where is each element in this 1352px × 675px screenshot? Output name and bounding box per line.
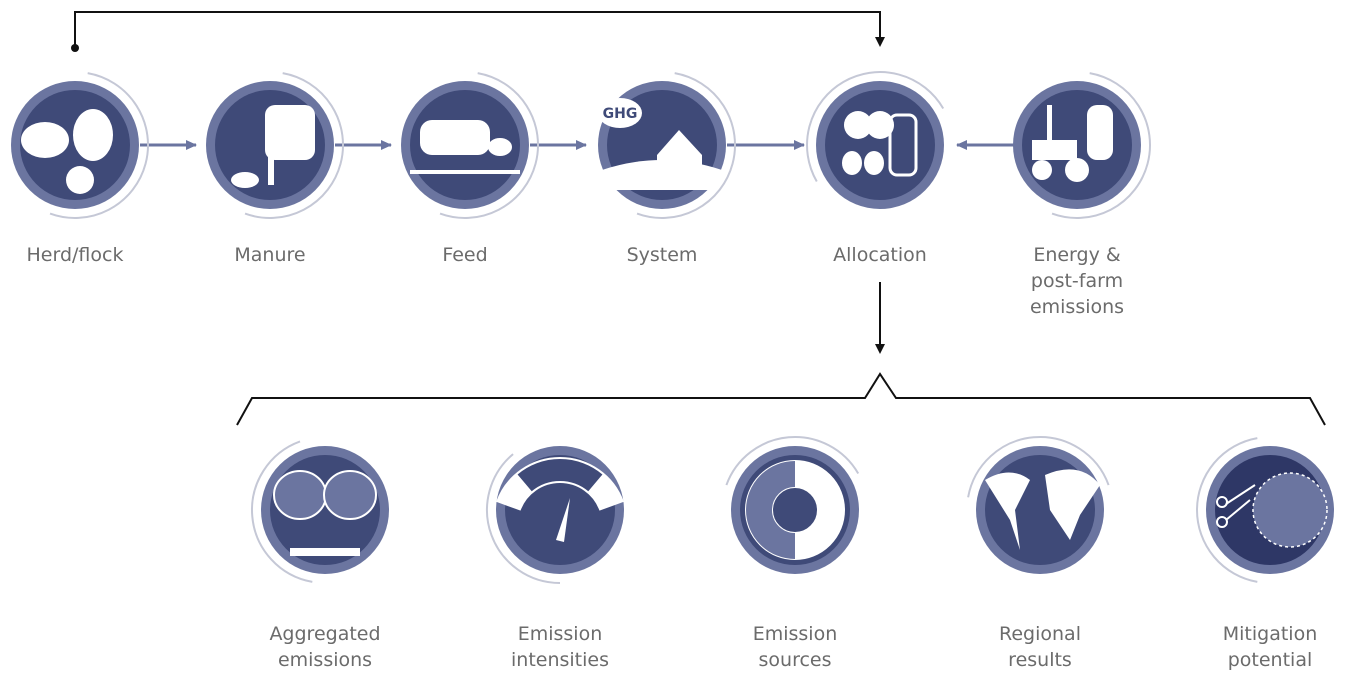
- icon: [1216, 516, 1228, 528]
- icon: [864, 151, 884, 175]
- node-outer-arc: [967, 436, 1110, 498]
- icon: [323, 470, 377, 520]
- node: Mitigation potential: [1196, 437, 1334, 671]
- icon-text: GHG: [603, 106, 638, 122]
- icon: [1047, 105, 1052, 140]
- node-label: results: [1008, 649, 1072, 671]
- node: Regional results: [967, 436, 1110, 671]
- feedback-connector: [74, 11, 885, 48]
- node-label: Feed: [442, 244, 487, 266]
- icon: [517, 459, 603, 492]
- output-bracket: [236, 372, 1326, 426]
- node-outer-arc: [1196, 437, 1258, 583]
- icon: [985, 472, 1030, 550]
- node-label: Emission: [753, 623, 838, 645]
- node-label: intensities: [511, 649, 609, 671]
- node-outer-arc: [636, 72, 736, 219]
- node-label: Herd/flock: [27, 244, 124, 266]
- icon: [268, 155, 274, 185]
- node-label: emissions: [1030, 296, 1124, 318]
- icon: [273, 470, 327, 520]
- icon: [21, 122, 69, 158]
- icon: [1216, 496, 1228, 508]
- node-outer-arc: [725, 436, 860, 486]
- node: Herd/flock: [11, 72, 149, 266]
- node: Emission sources: [725, 436, 860, 671]
- node-label: Aggregated: [269, 623, 380, 645]
- icon: [265, 105, 315, 160]
- icon: [844, 111, 872, 139]
- node-label: Manure: [234, 244, 305, 266]
- node-label: sources: [759, 649, 832, 671]
- node: Aggregated emissions: [251, 440, 389, 671]
- icon: [1045, 469, 1100, 540]
- node-label: post-farm: [1031, 270, 1123, 292]
- node-label: Allocation: [833, 244, 927, 266]
- node: Energy & post-farm emissions: [1013, 72, 1151, 318]
- node-disc: [825, 90, 935, 200]
- icon: [231, 172, 259, 188]
- node-label: Emission: [518, 623, 603, 645]
- icon: [1065, 158, 1089, 182]
- node-outer-arc: [251, 440, 313, 583]
- icon: [888, 113, 918, 177]
- icon: [420, 120, 490, 155]
- node: Allocation: [806, 71, 945, 266]
- node: GHG System: [598, 72, 736, 266]
- icon: [1032, 140, 1077, 160]
- icon: [866, 111, 894, 139]
- node-label: potential: [1228, 649, 1313, 671]
- node-label: emissions: [278, 649, 372, 671]
- icon: [73, 109, 113, 161]
- icon: [598, 98, 642, 128]
- icon: [1252, 472, 1328, 548]
- node-label: System: [627, 244, 698, 266]
- node-label: Mitigation: [1223, 623, 1318, 645]
- icon: [602, 160, 722, 190]
- icon: [410, 170, 520, 174]
- icon: [1087, 105, 1113, 160]
- node-label: Regional: [999, 623, 1081, 645]
- icon: [290, 548, 360, 556]
- icon: [488, 138, 512, 156]
- icon: [1225, 484, 1256, 521]
- node: Emission intensities: [486, 446, 624, 671]
- node-outer-arc: [244, 72, 344, 219]
- icon: [66, 166, 94, 194]
- node-outer-arc: [1051, 72, 1151, 219]
- node-outer-arc: [806, 71, 945, 182]
- node-label: Energy &: [1033, 244, 1121, 266]
- icon: [1032, 160, 1052, 180]
- node: Feed: [401, 72, 539, 266]
- icon: [556, 498, 570, 542]
- node: Manure: [206, 72, 344, 266]
- icon: [842, 151, 862, 175]
- node-outer-arc: [49, 72, 149, 219]
- node-outer-arc: [439, 72, 539, 219]
- icon: [746, 461, 796, 559]
- node-outer-arc: [486, 453, 561, 584]
